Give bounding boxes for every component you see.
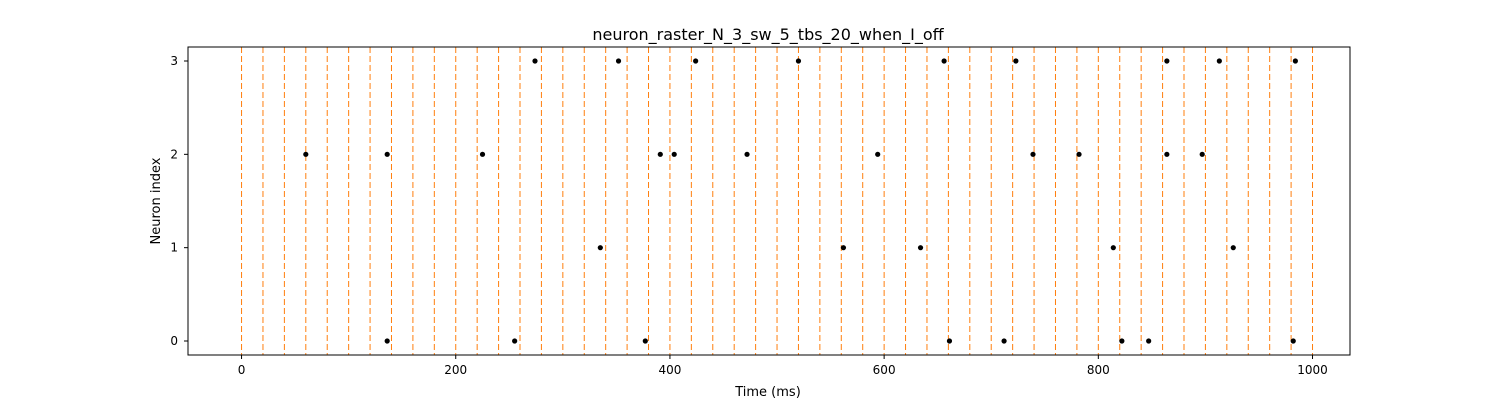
spike-point bbox=[1164, 151, 1170, 157]
spike-point bbox=[1216, 58, 1222, 64]
spike-point bbox=[1001, 338, 1007, 344]
spike-point bbox=[1199, 151, 1205, 157]
spike-point bbox=[875, 151, 881, 157]
spike-point bbox=[303, 151, 309, 157]
x-tick-label: 0 bbox=[238, 363, 246, 377]
spike-point bbox=[1146, 338, 1152, 344]
spike-point bbox=[1292, 58, 1298, 64]
spike-point bbox=[917, 245, 924, 251]
x-tick-label: 400 bbox=[658, 363, 681, 377]
spike-point bbox=[1119, 338, 1125, 344]
spike-point bbox=[384, 151, 390, 157]
x-tick-label: 800 bbox=[1087, 363, 1110, 377]
y-tick-label: 2 bbox=[170, 147, 178, 161]
spike-point bbox=[479, 151, 486, 157]
spike-point bbox=[1164, 58, 1170, 64]
spike-points bbox=[303, 58, 1298, 344]
x-tick-label: 200 bbox=[444, 363, 467, 377]
spike-point bbox=[1110, 245, 1116, 251]
spike-point bbox=[1230, 245, 1236, 251]
spike-point bbox=[1030, 151, 1036, 157]
spike-point bbox=[1290, 338, 1296, 344]
spike-point bbox=[840, 245, 847, 251]
spike-point bbox=[744, 151, 750, 157]
spike-point bbox=[512, 338, 518, 344]
plot-frame bbox=[187, 46, 1351, 356]
spike-point bbox=[615, 58, 622, 64]
x-tick-label: 1000 bbox=[1297, 363, 1328, 377]
y-axis-label: Neuron index bbox=[149, 157, 164, 244]
spike-point bbox=[693, 58, 699, 64]
x-tick-label: 600 bbox=[873, 363, 896, 377]
spike-point bbox=[532, 58, 538, 64]
time-bin-lines bbox=[241, 47, 1314, 355]
x-axis-ticks: 0 200 400 600 800 1000 bbox=[238, 355, 1328, 377]
spike-point bbox=[1076, 151, 1082, 157]
y-tick-label: 1 bbox=[170, 241, 178, 255]
spike-point bbox=[642, 338, 648, 344]
x-axis-label: Time (ms) bbox=[734, 385, 801, 400]
spike-point bbox=[597, 245, 603, 251]
spike-point bbox=[1013, 58, 1019, 64]
y-tick-label: 0 bbox=[170, 334, 178, 348]
y-tick-label: 3 bbox=[170, 54, 178, 68]
spike-point bbox=[795, 58, 802, 64]
spike-point bbox=[941, 58, 947, 64]
spike-point bbox=[671, 151, 677, 157]
spike-point bbox=[946, 338, 953, 344]
spike-point bbox=[657, 151, 663, 157]
chart-title: neuron_raster_N_3_sw_5_tbs_20_when_I_off bbox=[592, 25, 944, 45]
spike-point bbox=[384, 338, 390, 344]
y-axis-ticks: 0 1 2 3 bbox=[170, 54, 188, 348]
